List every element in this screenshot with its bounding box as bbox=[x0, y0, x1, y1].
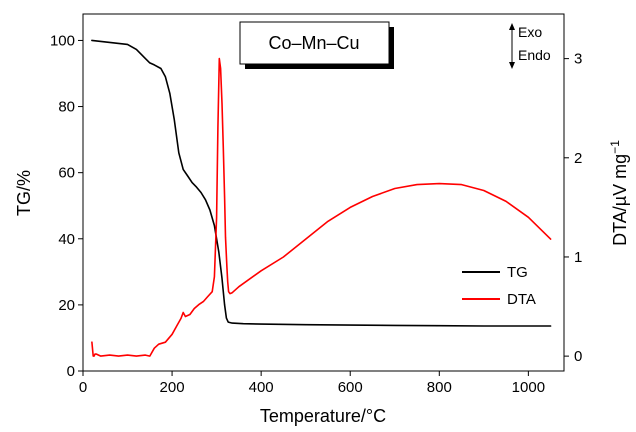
y-right-axis-ticks: 0 1 2 3 bbox=[564, 51, 582, 365]
y-right-axis-title-sup: −1 bbox=[608, 140, 622, 154]
dta-series-line bbox=[91, 57, 552, 357]
y-right-tick-label: 0 bbox=[574, 348, 582, 365]
y-right-tick-label: 3 bbox=[574, 51, 582, 68]
tg-series-line bbox=[91, 39, 552, 327]
y-left-axis-ticks: 0 20 40 60 80 100 bbox=[50, 32, 83, 380]
x-tick-label: 600 bbox=[338, 379, 363, 396]
y-left-axis-title: TG/% bbox=[14, 170, 34, 216]
x-tick-label: 0 bbox=[79, 379, 87, 396]
endo-label: Endo bbox=[518, 47, 551, 63]
legend: TG DTA bbox=[462, 264, 536, 308]
plot-frame bbox=[82, 13, 565, 372]
legend-label-dta: DTA bbox=[507, 291, 536, 308]
legend-label-tg: TG bbox=[507, 264, 528, 281]
exo-endo-annotation: Exo Endo bbox=[509, 23, 551, 69]
y-right-tick-label: 1 bbox=[574, 249, 582, 266]
y-left-tick-label: 60 bbox=[58, 165, 75, 182]
chart-title: Co–Mn–Cu bbox=[268, 33, 359, 53]
y-left-tick-label: 100 bbox=[50, 32, 75, 49]
y-left-tick-label: 0 bbox=[67, 363, 75, 380]
y-left-tick-label: 20 bbox=[58, 297, 75, 314]
x-axis-title: Temperature/°C bbox=[260, 406, 386, 426]
title-box: Co–Mn–Cu bbox=[239, 21, 394, 69]
series-layer bbox=[91, 39, 552, 357]
x-axis-ticks: 0 200 400 600 800 1000 bbox=[79, 371, 545, 396]
title-box-frame bbox=[239, 21, 390, 65]
exo-arrow-head bbox=[509, 23, 515, 30]
x-tick-label: 1000 bbox=[512, 379, 545, 396]
y-left-tick-label: 40 bbox=[58, 231, 75, 248]
x-tick-label: 800 bbox=[427, 379, 452, 396]
x-tick-label: 200 bbox=[160, 379, 185, 396]
y-right-tick-label: 2 bbox=[574, 150, 582, 167]
y-right-axis-title: DTA/µV mg−1 bbox=[608, 140, 630, 246]
endo-arrow-head bbox=[509, 62, 515, 69]
exo-label: Exo bbox=[518, 24, 542, 40]
y-left-tick-label: 80 bbox=[58, 99, 75, 116]
x-tick-label: 400 bbox=[249, 379, 274, 396]
y-right-axis-title-main: DTA/µV mg bbox=[610, 154, 630, 246]
